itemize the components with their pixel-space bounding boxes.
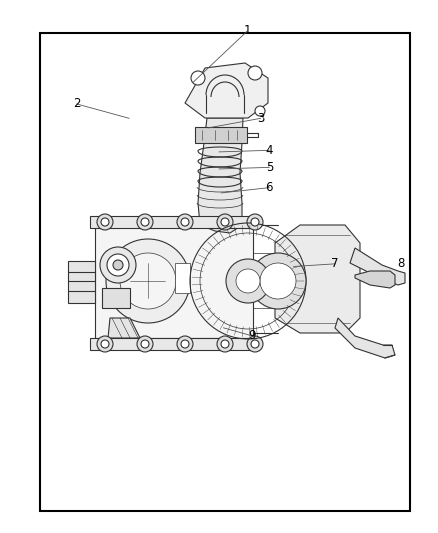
- Circle shape: [120, 253, 176, 309]
- Circle shape: [181, 340, 189, 348]
- Circle shape: [101, 218, 109, 226]
- Bar: [95, 223, 253, 338]
- Circle shape: [226, 259, 270, 303]
- Circle shape: [251, 340, 259, 348]
- Bar: [68, 261, 95, 303]
- Circle shape: [141, 340, 149, 348]
- Bar: [90, 216, 258, 228]
- Bar: [195, 127, 247, 143]
- Circle shape: [236, 269, 260, 293]
- Bar: [175, 263, 190, 293]
- Text: 9: 9: [248, 329, 256, 342]
- Text: 2: 2: [73, 98, 81, 110]
- Circle shape: [191, 71, 205, 85]
- Circle shape: [247, 336, 263, 352]
- Circle shape: [217, 214, 233, 230]
- Polygon shape: [275, 225, 360, 333]
- Bar: [40, 33, 410, 511]
- Circle shape: [101, 340, 109, 348]
- Polygon shape: [350, 248, 405, 285]
- Circle shape: [137, 214, 153, 230]
- Circle shape: [177, 336, 193, 352]
- Bar: [90, 338, 258, 350]
- Text: 7: 7: [331, 257, 339, 270]
- Polygon shape: [335, 318, 395, 358]
- Text: 6: 6: [265, 181, 273, 194]
- Text: 4: 4: [265, 144, 273, 157]
- Circle shape: [221, 340, 229, 348]
- Bar: [102, 288, 130, 308]
- Circle shape: [181, 218, 189, 226]
- Circle shape: [247, 214, 263, 230]
- Text: 5: 5: [266, 161, 273, 174]
- Circle shape: [248, 66, 262, 80]
- Circle shape: [107, 254, 129, 276]
- Text: 3: 3: [257, 112, 264, 125]
- Circle shape: [100, 247, 136, 283]
- Circle shape: [177, 214, 193, 230]
- Polygon shape: [198, 118, 243, 233]
- Circle shape: [137, 336, 153, 352]
- Circle shape: [106, 239, 190, 323]
- Text: 1: 1: [244, 25, 251, 37]
- Circle shape: [251, 218, 259, 226]
- Circle shape: [221, 218, 229, 226]
- Circle shape: [97, 336, 113, 352]
- Circle shape: [250, 253, 306, 309]
- Circle shape: [217, 336, 233, 352]
- Polygon shape: [185, 63, 268, 118]
- Circle shape: [260, 263, 296, 299]
- Text: 8: 8: [397, 257, 404, 270]
- Circle shape: [141, 218, 149, 226]
- Polygon shape: [355, 271, 395, 288]
- Circle shape: [97, 214, 113, 230]
- Polygon shape: [108, 318, 140, 338]
- Circle shape: [113, 260, 123, 270]
- Circle shape: [255, 106, 265, 116]
